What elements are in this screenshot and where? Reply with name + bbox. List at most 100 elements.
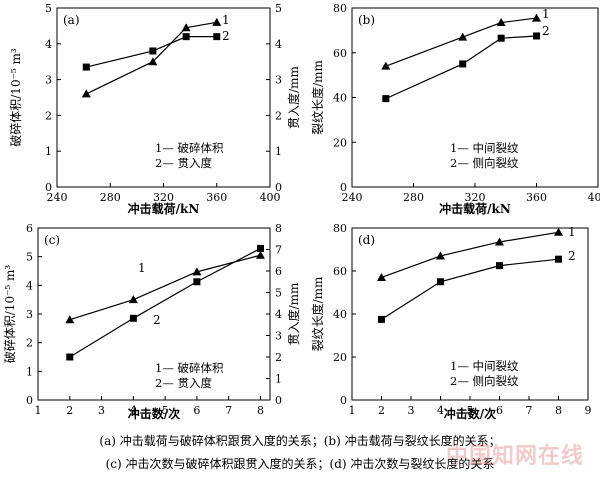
y-tick-label-left-b: 20 [333, 136, 347, 149]
x-tick-label-c: 6 [193, 404, 200, 417]
x-tick-label-c: 1 [35, 404, 42, 417]
x-tick-label-d: 7 [526, 404, 533, 417]
data-point-square-c [193, 278, 201, 286]
y-tick-label-left-c: 0 [26, 394, 33, 407]
y-axis-label-left-d: 裂纹长度/mm [310, 276, 325, 351]
series-line-a-2 [86, 36, 217, 68]
legend-entry-c-2: 2— 贯入度 [155, 376, 212, 390]
y-tick-label-left-c: 3 [26, 308, 33, 321]
curve-label-c-1: 1 [138, 261, 146, 275]
y-tick-label-left-a: 1 [45, 145, 52, 158]
y-tick-label-left-a: 4 [45, 38, 52, 51]
y-tick-label-right-a: 4 [275, 38, 282, 51]
x-axis-label-d: 冲击数/次 [444, 406, 496, 421]
y-tick-label-right-c: 5 [275, 287, 282, 300]
y-tick-label-left-c: 2 [26, 337, 33, 350]
caption-line-2: (c) 冲击次数与破碎体积跟贯入度的关系；(d) 冲击次数与裂纹长度的关系 [105, 457, 495, 471]
y-tick-label-right-c: 8 [275, 222, 282, 235]
y-axis-label-right-c: 贯入度/mm [286, 282, 301, 345]
x-axis-label-a: 冲击载荷/kN [128, 201, 200, 216]
x-tick-label-c: 8 [257, 404, 264, 417]
series-line-c-2 [69, 247, 261, 358]
data-point-square-b [533, 32, 540, 40]
data-point-square-a [149, 47, 157, 55]
data-point-triangle-d [377, 272, 386, 281]
x-tick-label-b: 320 [465, 191, 486, 204]
data-point-square-c [256, 244, 264, 252]
x-tick-label-b: 280 [403, 191, 424, 204]
curve-label-d-2: 2 [568, 249, 576, 263]
x-tick-label-c: 4 [130, 404, 137, 417]
y-tick-label-right-c: 0 [275, 394, 282, 407]
legend-entry-a-2: 2— 贯入度 [155, 156, 212, 170]
x-tick-label-d: 6 [496, 404, 503, 417]
y-tick-label-right-a: 3 [275, 74, 282, 87]
x-axis-label-b: 冲击载荷/kN [439, 201, 511, 216]
x-tick-label-b: 240 [342, 191, 363, 204]
y-tick-label-right-c: 4 [275, 308, 282, 321]
y-tick-label-left-a: 3 [45, 74, 52, 87]
y-tick-label-right-c: 6 [275, 265, 282, 278]
y-tick-label-right-c: 1 [275, 373, 282, 386]
x-tick-label-c: 3 [98, 404, 105, 417]
y-tick-label-right-a: 1 [275, 145, 282, 158]
data-point-square-c [66, 353, 74, 361]
data-point-triangle-c [65, 315, 75, 324]
x-tick-label-c: 5 [162, 404, 169, 417]
y-tick-label-left-d: 80 [333, 222, 347, 235]
x-tick-label-c: 2 [66, 404, 73, 417]
x-tick-label-d: 2 [378, 404, 385, 417]
data-point-square-d [437, 278, 444, 286]
series-line-d-2 [381, 258, 559, 320]
series-line-b-2 [385, 35, 537, 100]
y-axis-label-right-a: 贯入度/mm [286, 65, 301, 128]
data-point-triangle-a [181, 23, 191, 32]
legend-entry-b-2: 2— 侧向裂纹 [450, 156, 519, 170]
data-point-triangle-d [436, 251, 445, 260]
y-tick-label-left-d: 0 [340, 394, 347, 407]
legend-entry-c-1: 1— 破碎体积 [155, 361, 224, 375]
y-tick-label-right-a: 2 [275, 109, 282, 122]
x-tick-label-b: 400 [588, 191, 600, 204]
series-line-b-1 [385, 17, 537, 67]
x-tick-label-d: 3 [408, 404, 415, 417]
data-point-triangle-a [148, 57, 158, 66]
panel-label-a: (a) [63, 13, 80, 27]
data-point-square-c [129, 314, 137, 322]
x-tick-label-a: 280 [100, 191, 121, 204]
y-axis-label-left-c: 破碎体积/10⁻⁵ m³ [2, 265, 17, 364]
data-point-triangle-b [496, 18, 506, 27]
y-tick-label-left-d: 20 [333, 351, 347, 364]
y-tick-label-right-a: 0 [275, 181, 282, 194]
legend-entry-a-1: 1— 破碎体积 [155, 141, 224, 155]
data-point-triangle-d [495, 237, 504, 246]
data-point-triangle-c [255, 250, 265, 259]
data-point-triangle-a [212, 17, 222, 26]
curve-label-a-2: 2 [222, 29, 230, 43]
data-point-square-b [497, 34, 505, 42]
y-tick-label-left-c: 5 [26, 251, 33, 264]
x-tick-label-b: 360 [526, 191, 547, 204]
series-line-a-1 [86, 21, 217, 95]
curve-label-c-2: 2 [153, 313, 161, 327]
data-point-triangle-b [458, 32, 468, 41]
x-tick-label-a: 360 [206, 191, 227, 204]
data-point-triangle-c [128, 295, 138, 304]
data-point-square-a [182, 33, 190, 41]
curve-label-b-2: 2 [542, 24, 550, 38]
y-tick-label-left-b: 80 [333, 2, 347, 15]
data-point-triangle-b [381, 61, 391, 70]
x-tick-label-a: 320 [153, 191, 174, 204]
y-tick-label-right-c: 3 [275, 330, 282, 343]
y-tick-label-left-b: 60 [333, 47, 347, 60]
y-tick-label-left-c: 1 [26, 365, 33, 378]
data-point-square-a [82, 63, 90, 71]
y-tick-label-left-c: 6 [26, 222, 33, 235]
y-tick-label-left-a: 2 [45, 109, 52, 122]
legend-entry-b-1: 1— 中间裂纹 [450, 141, 519, 155]
data-point-triangle-c [192, 267, 202, 276]
x-tick-label-d: 8 [555, 404, 562, 417]
series-line-d-1 [381, 231, 559, 279]
y-tick-label-left-a: 5 [45, 2, 52, 15]
